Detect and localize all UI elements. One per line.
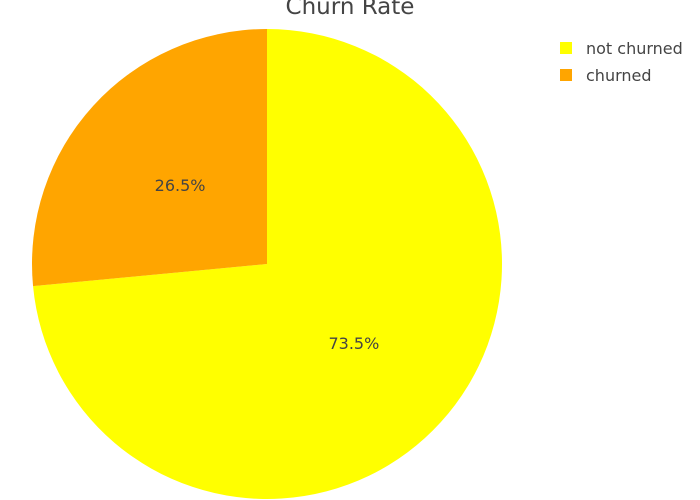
legend-swatch bbox=[560, 69, 572, 81]
legend-item-churned[interactable]: churned bbox=[560, 66, 652, 85]
pie-slice-not-churned[interactable] bbox=[33, 29, 502, 499]
legend-label: churned bbox=[586, 66, 652, 85]
slice-label-churned: 26.5% bbox=[155, 176, 206, 195]
pie-slice-labels: 73.5% 26.5% bbox=[155, 176, 380, 353]
legend-swatch bbox=[560, 42, 572, 54]
legend-label: not churned bbox=[586, 39, 683, 58]
pie-slices bbox=[31, 29, 502, 499]
slice-label-not-churned: 73.5% bbox=[328, 334, 379, 353]
legend: not churned churned bbox=[560, 39, 683, 85]
pie-slice-churned[interactable] bbox=[31, 29, 267, 287]
legend-item-not-churned[interactable]: not churned bbox=[560, 39, 683, 58]
chart-title: Churn Rate bbox=[286, 0, 415, 20]
